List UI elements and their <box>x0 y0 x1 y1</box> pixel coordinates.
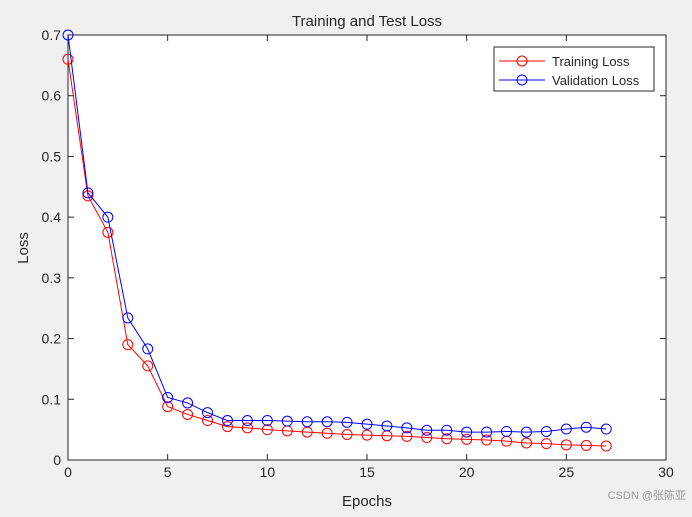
y-tick-label: 0.2 <box>42 331 62 347</box>
data-point-training-loss <box>341 429 353 440</box>
data-point-validation-loss <box>162 391 174 403</box>
data-point-validation-loss <box>102 211 114 223</box>
y-tick-label: 0.5 <box>42 148 62 164</box>
data-point-training-loss <box>62 53 74 65</box>
data-point-validation-loss <box>461 426 473 438</box>
legend-label: Validation Loss <box>552 73 640 88</box>
legend: Training Loss Validation Loss <box>493 46 655 92</box>
data-point-training-loss <box>600 440 612 452</box>
chart-title: Training and Test Loss <box>292 13 442 30</box>
data-point-validation-loss <box>520 426 532 438</box>
x-tick-label: 15 <box>359 464 375 480</box>
x-tick-label: 25 <box>559 464 575 480</box>
data-point-training-loss <box>540 438 552 450</box>
watermark: CSDN @张陈亚 <box>608 488 686 502</box>
data-point-validation-loss <box>401 422 413 434</box>
x-tick-label: 5 <box>164 464 172 480</box>
series-line-training-loss <box>67 59 607 447</box>
y-tick-label: 0 <box>53 452 61 468</box>
legend-swatch-marker <box>516 55 528 67</box>
data-point-training-loss <box>221 421 233 433</box>
legend-label: Training Loss <box>552 54 630 69</box>
data-point-training-loss <box>461 433 473 445</box>
legend-item-training-loss: Training Loss <box>499 54 630 69</box>
series-training-loss <box>62 53 612 452</box>
data-point-validation-loss <box>281 415 293 427</box>
data-point-training-loss <box>361 429 373 441</box>
data-point-validation-loss <box>481 426 493 438</box>
data-point-validation-loss <box>441 424 453 436</box>
legend-item-validation-loss: Validation Loss <box>499 73 640 88</box>
data-point-training-loss <box>241 422 253 434</box>
data-point-training-loss <box>421 432 433 444</box>
series-line-validation-loss <box>67 34 607 433</box>
data-point-validation-loss <box>600 423 612 435</box>
legend-box <box>493 46 655 92</box>
data-point-validation-loss <box>221 415 233 427</box>
y-tick-label: 0.6 <box>42 88 62 104</box>
x-tick-label: 0 <box>64 464 72 480</box>
data-point-validation-loss <box>381 420 393 432</box>
data-point-training-loss <box>441 433 453 445</box>
data-point-training-loss <box>520 437 532 449</box>
data-point-validation-loss <box>122 312 134 324</box>
y-axis-label: Loss <box>15 232 32 264</box>
data-point-validation-loss <box>361 418 373 430</box>
x-axis-ticks: 0 5 10 15 20 25 30 <box>64 35 674 480</box>
data-point-validation-loss <box>560 423 572 435</box>
data-point-training-loss <box>401 430 413 442</box>
data-point-validation-loss <box>580 421 592 433</box>
y-tick-label: 0.4 <box>42 209 62 225</box>
data-point-training-loss <box>122 339 134 351</box>
data-point-training-loss <box>580 439 592 451</box>
data-point-validation-loss <box>301 416 313 428</box>
data-point-validation-loss <box>202 407 214 419</box>
plot-area <box>67 34 667 461</box>
y-axis-ticks: 0 0.1 0.2 0.3 0.4 0.5 0.6 0.7 <box>42 27 666 468</box>
data-point-training-loss <box>321 427 333 439</box>
data-point-validation-loss <box>341 416 353 428</box>
x-tick-label: 30 <box>658 464 674 480</box>
data-point-validation-loss <box>421 424 433 436</box>
data-point-validation-loss <box>182 397 194 409</box>
data-point-validation-loss <box>241 415 253 427</box>
x-tick-label: 20 <box>459 464 475 480</box>
data-point-validation-loss <box>62 29 74 41</box>
data-point-validation-loss <box>501 425 513 437</box>
data-point-validation-loss <box>261 415 273 427</box>
data-point-training-loss <box>560 439 572 451</box>
data-point-training-loss <box>202 415 214 427</box>
data-point-training-loss <box>481 434 493 446</box>
data-point-training-loss <box>102 226 114 238</box>
data-point-validation-loss <box>142 343 154 355</box>
data-point-validation-loss <box>321 416 333 428</box>
series-validation-loss <box>62 29 612 438</box>
data-point-training-loss <box>182 408 194 420</box>
data-point-training-loss <box>162 401 174 413</box>
y-tick-label: 0.1 <box>42 391 62 407</box>
series-layer <box>62 29 612 452</box>
data-point-validation-loss <box>540 425 552 437</box>
x-axis-label: Epochs <box>342 493 392 510</box>
legend-swatch-marker <box>516 74 528 86</box>
x-tick-label: 10 <box>260 464 276 480</box>
y-tick-label: 0.7 <box>42 27 62 43</box>
data-point-training-loss <box>261 424 273 436</box>
y-tick-label: 0.3 <box>42 270 62 286</box>
data-point-validation-loss <box>82 187 94 199</box>
data-point-training-loss <box>142 360 154 372</box>
